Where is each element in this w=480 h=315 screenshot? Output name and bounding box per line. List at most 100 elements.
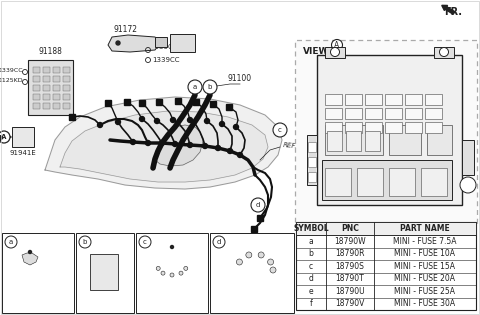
Bar (63, 103, 70, 109)
Bar (33, 67, 40, 73)
Circle shape (139, 236, 151, 248)
Bar (425, 94, 442, 105)
Bar (405, 94, 422, 105)
Text: MINI - FUSE 20A: MINI - FUSE 20A (395, 274, 456, 283)
Text: 18790U: 18790U (335, 287, 365, 296)
Circle shape (332, 39, 343, 50)
Text: SYMBOL: SYMBOL (293, 224, 329, 233)
Text: d: d (217, 239, 221, 245)
Circle shape (188, 117, 192, 123)
Bar (69, 114, 75, 120)
Bar (307, 135, 317, 185)
Text: d: d (391, 56, 395, 61)
Text: REF.84-847: REF.84-847 (283, 142, 323, 152)
Text: A: A (1, 134, 7, 140)
Circle shape (216, 146, 220, 151)
Circle shape (219, 122, 225, 127)
Text: c: c (278, 127, 282, 133)
Circle shape (460, 177, 476, 193)
Bar (346, 131, 361, 151)
Text: 18790V: 18790V (336, 299, 365, 308)
Circle shape (258, 252, 264, 258)
Text: e: e (411, 56, 415, 61)
Bar (327, 131, 342, 151)
Circle shape (5, 236, 17, 248)
Bar (427, 125, 452, 155)
Text: MINI - FUSE 25A: MINI - FUSE 25A (395, 287, 456, 296)
Circle shape (170, 117, 176, 123)
Polygon shape (108, 35, 160, 52)
Bar (257, 215, 263, 221)
Bar (53, 67, 60, 73)
Bar (76, 233, 134, 313)
Circle shape (161, 271, 165, 275)
Text: VIEW: VIEW (303, 47, 329, 56)
Bar (365, 122, 382, 133)
Text: a: a (309, 237, 313, 246)
Bar (325, 125, 383, 155)
Text: MINI - FUSE 10A: MINI - FUSE 10A (395, 249, 456, 258)
Bar (308, 172, 316, 182)
Circle shape (172, 141, 178, 146)
Bar (33, 76, 40, 82)
Circle shape (238, 152, 242, 158)
Text: 18790T: 18790T (336, 274, 364, 283)
Polygon shape (45, 97, 282, 189)
Bar (63, 76, 70, 82)
Text: d: d (309, 274, 313, 283)
Circle shape (188, 80, 202, 94)
Bar (365, 131, 380, 151)
Bar (365, 108, 382, 119)
Bar (425, 108, 442, 119)
Bar (43, 76, 50, 82)
Circle shape (170, 245, 173, 249)
Bar (421, 168, 447, 196)
Circle shape (116, 41, 120, 45)
Polygon shape (155, 125, 203, 166)
Bar (345, 108, 362, 119)
Bar (405, 122, 422, 133)
Bar (43, 67, 50, 73)
Text: FR.: FR. (444, 7, 462, 17)
Bar (345, 94, 362, 105)
Circle shape (188, 142, 192, 147)
Polygon shape (22, 253, 38, 265)
Bar (308, 142, 316, 152)
Bar (462, 140, 474, 175)
Text: PNC: PNC (341, 224, 359, 233)
Bar (405, 108, 422, 119)
Text: a: a (193, 84, 197, 90)
Text: f: f (310, 299, 312, 308)
FancyArrow shape (0, 135, 3, 140)
Bar (308, 157, 316, 167)
Circle shape (0, 131, 10, 143)
Circle shape (251, 198, 265, 212)
Circle shape (204, 118, 209, 123)
Circle shape (331, 48, 339, 56)
Text: 91188: 91188 (38, 47, 62, 56)
Bar (33, 103, 40, 109)
Bar (425, 122, 442, 133)
Text: b: b (351, 56, 355, 61)
Bar (325, 168, 351, 196)
Text: 1141AN: 1141AN (38, 293, 62, 298)
Bar (325, 94, 342, 105)
Bar (12, 127, 34, 147)
Circle shape (170, 273, 174, 277)
Text: b: b (208, 84, 212, 90)
Circle shape (233, 124, 239, 129)
Circle shape (184, 266, 188, 270)
Circle shape (213, 236, 225, 248)
Text: f: f (432, 56, 434, 61)
Bar (53, 85, 60, 91)
Bar (325, 122, 342, 133)
Text: c: c (372, 56, 374, 61)
Bar (317, 55, 462, 205)
Circle shape (273, 123, 287, 137)
Bar (63, 94, 70, 100)
Bar (325, 108, 342, 119)
Circle shape (159, 140, 165, 146)
Text: 1141AN: 1141AN (243, 299, 267, 304)
Bar (357, 168, 383, 196)
Bar (2, 233, 74, 313)
